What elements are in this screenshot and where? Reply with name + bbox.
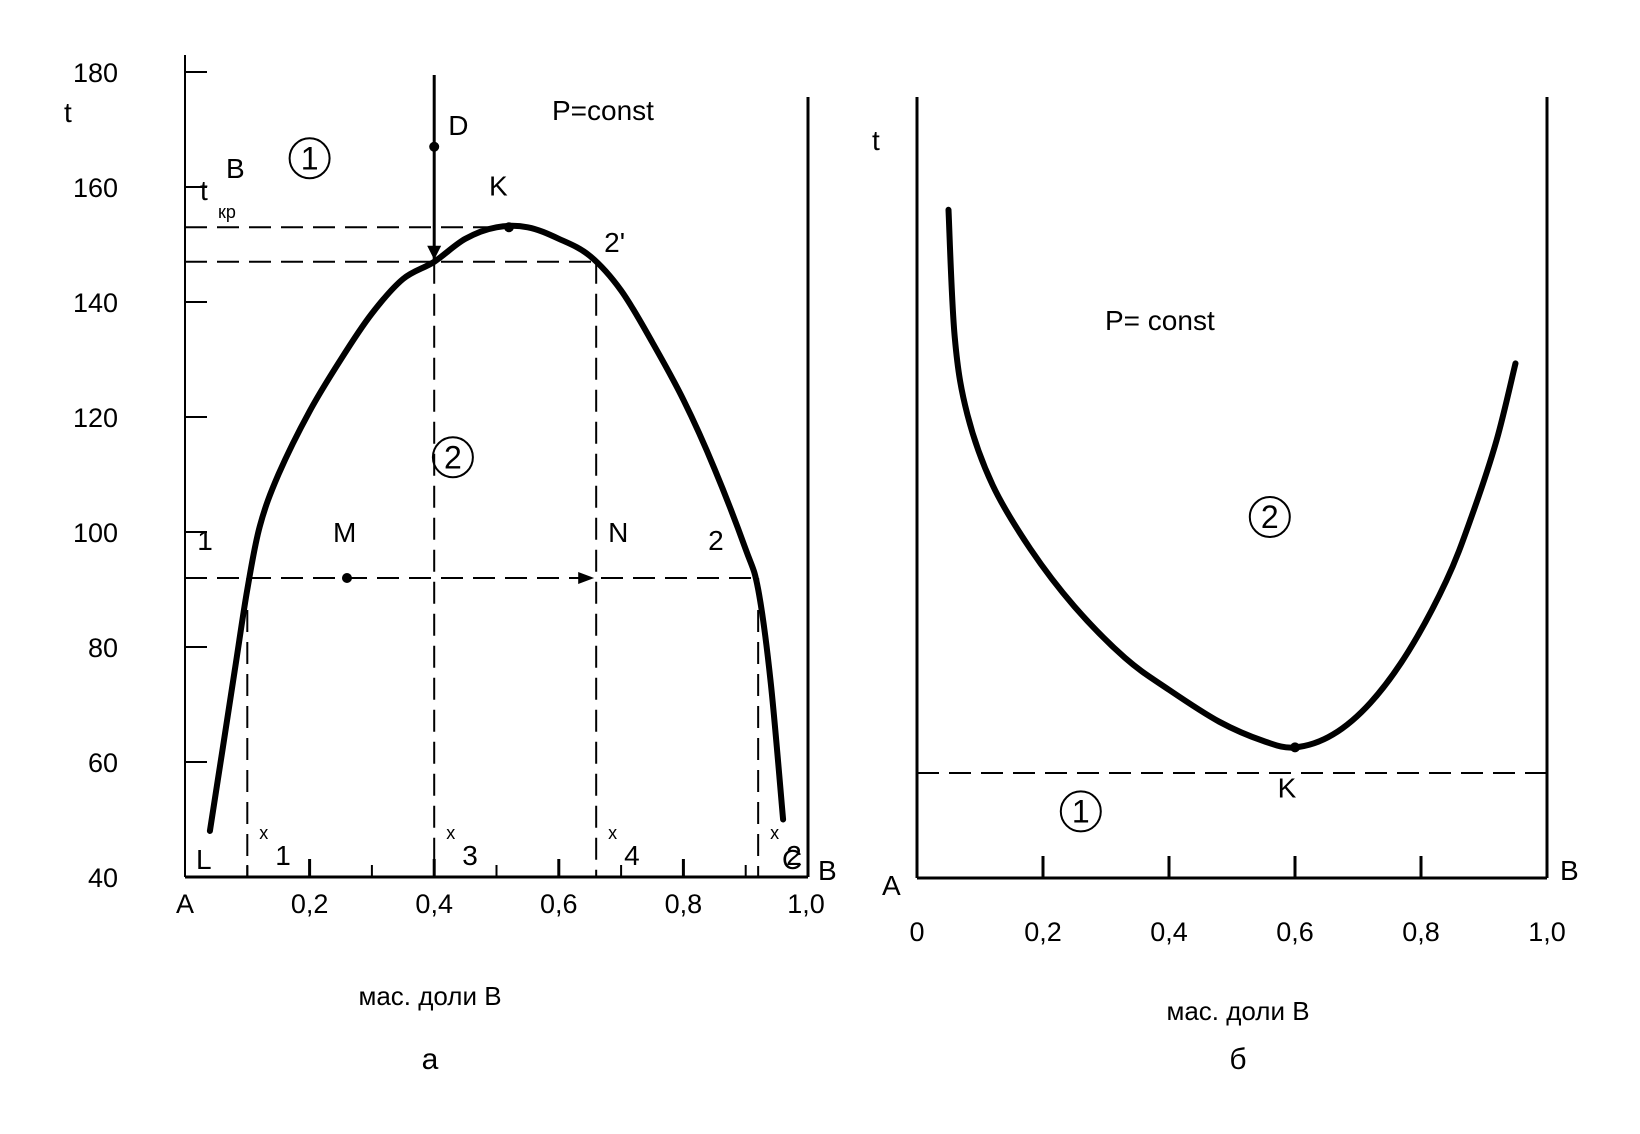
panel-b-x-tick-label: 0 — [909, 917, 924, 947]
panel-a-point-N-label: N — [608, 517, 628, 548]
panel-a-vertical-label: x — [259, 823, 268, 843]
panel-a-y-tick-label: 80 — [88, 633, 118, 663]
panel-a-y-tick-label: 60 — [88, 748, 118, 778]
panel-a-corner-l-label: L — [196, 844, 212, 875]
panel-b-region-2-text: 2 — [1261, 499, 1279, 535]
panel-a-region-2: 2 — [431, 436, 474, 479]
panel-a-region-2-text: 2 — [444, 439, 462, 475]
panel-a-point-1-label: 1 — [197, 525, 213, 556]
panel-a-points: DKM N1 22' — [197, 110, 724, 583]
panel-a-x-tick-label: 1,0 — [787, 889, 825, 919]
panel-b-region-1-text: 1 — [1072, 793, 1090, 829]
panel-a-point-2prime-label: 2' — [604, 227, 625, 258]
panel-b-x-axis-title: мас. доли В — [1166, 996, 1309, 1026]
panel-a-caption: а — [422, 1043, 439, 1076]
panel-a-y-tick-label: 40 — [88, 863, 118, 893]
panel-b-right-axis-label: В — [1560, 855, 1579, 886]
panel-a-corner-c-label: C — [782, 844, 802, 875]
panel-a-x-tick-label: 0,4 — [415, 889, 453, 919]
panel-a-right-axis-label: В — [818, 855, 837, 886]
panel-a-y-tick-label: 160 — [73, 173, 118, 203]
panel-b-y-axis-title: t — [872, 125, 880, 156]
panel-a-y-tick-label: 120 — [73, 403, 118, 433]
panel-b-x-tick-label: 1,0 — [1528, 917, 1566, 947]
panel-b-pressure-annotation: P= const — [1105, 305, 1215, 336]
panel-b-x-tick-label: 0,8 — [1402, 917, 1440, 947]
panel-b-region-2: 2 — [1248, 496, 1291, 538]
panel-a-pressure-annotation: P=const — [552, 95, 654, 126]
panel-a-point-D-label: D — [448, 110, 468, 141]
panel-a-tcrit-subscript: кр — [218, 202, 236, 222]
panel-a-point-K-label: K — [489, 170, 508, 201]
panel-b-left-axis-label: A — [882, 870, 901, 901]
panel-a-region-labels: 12 — [288, 137, 474, 479]
panel-a-dashed-lines — [185, 75, 760, 877]
panel-a-tcrit-b-label: В — [226, 153, 245, 184]
panel-b-binodal-curve — [945, 206, 1519, 751]
panel-a-region-1: 1 — [288, 137, 331, 180]
panel-a-tie-arrow-head — [578, 572, 595, 584]
panel-a-x-tick-label: A — [176, 889, 194, 919]
panel-a-vertical-label: x — [608, 823, 617, 843]
panel-a-point-M-marker — [341, 573, 352, 583]
panel-a-vertical-subscript: 1 — [275, 840, 291, 871]
panel-b-x-tick-label: 0,6 — [1276, 917, 1314, 947]
panel-a-region-2-ring — [431, 436, 474, 479]
panel-a-point-2-label: 2 — [708, 525, 724, 556]
panel-a-y-tick-label: 140 — [73, 288, 118, 318]
panel-a-x-tick-label: 0,8 — [665, 889, 703, 919]
panel-b: 0 0,2 0,4 0,6 0,8 1,0 K t P= const мас. доли … — [872, 97, 1579, 1076]
panel-b-x-tick-label: 0,4 — [1150, 917, 1188, 947]
panel-a-region-1-ring — [288, 137, 331, 180]
panel-a-vertical-label: x — [770, 823, 779, 843]
panel-a-binodal-curve — [206, 222, 787, 834]
panel-a: 40 60 80 100 120 140 160 180 A 0,2 0,4 0,6 0,8 1,0 D… — [64, 55, 837, 1076]
panel-a-x-tick-label: 0,2 — [291, 889, 329, 919]
panel-a-point-D-marker — [429, 141, 440, 152]
panel-a-region-1-text: 1 — [301, 140, 319, 176]
panel-a-x-tick-label: 0,6 — [540, 889, 578, 919]
panel-b-region-1: 1 — [1059, 790, 1102, 833]
panel-a-point-K-marker — [503, 222, 514, 233]
panel-a-x-ticks: A 0,2 0,4 0,6 0,8 1,0 — [176, 859, 825, 919]
panel-a-y-ticks: 40 60 80 100 120 140 160 180 — [73, 58, 207, 893]
panel-b-caption: б — [1229, 1043, 1246, 1076]
panel-b-region-2-ring — [1248, 496, 1291, 538]
panel-b-x-tick-label: 0,2 — [1024, 917, 1062, 947]
panel-a-y-tick-label: 100 — [73, 518, 118, 548]
panel-b-critical-point-marker — [1290, 742, 1300, 753]
panel-a-cooling-arrow-head — [427, 245, 442, 260]
panel-a-vertical-subscript: 3 — [462, 840, 478, 871]
panel-b-region-labels: 21 — [1059, 496, 1291, 833]
panel-a-y-axis-title: t — [64, 97, 72, 128]
panel-b-x-ticks: 0 0,2 0,4 0,6 0,8 1,0 — [909, 856, 1566, 947]
panel-a-y-tick-label: 180 — [73, 58, 118, 88]
panel-a-vertical-subscript: 4 — [624, 840, 640, 871]
panel-b-region-1-ring — [1059, 790, 1102, 833]
panel-a-x-axis-title: мас. доли В — [358, 981, 501, 1011]
panel-a-vertical-subscript: 2 — [786, 840, 802, 871]
panel-a-vertical-label: x — [446, 823, 455, 843]
panel-a-tcrit-label: t — [200, 175, 208, 206]
panel-a-point-M-label: M — [333, 517, 356, 548]
panel-b-critical-point-label: K — [1278, 772, 1297, 803]
